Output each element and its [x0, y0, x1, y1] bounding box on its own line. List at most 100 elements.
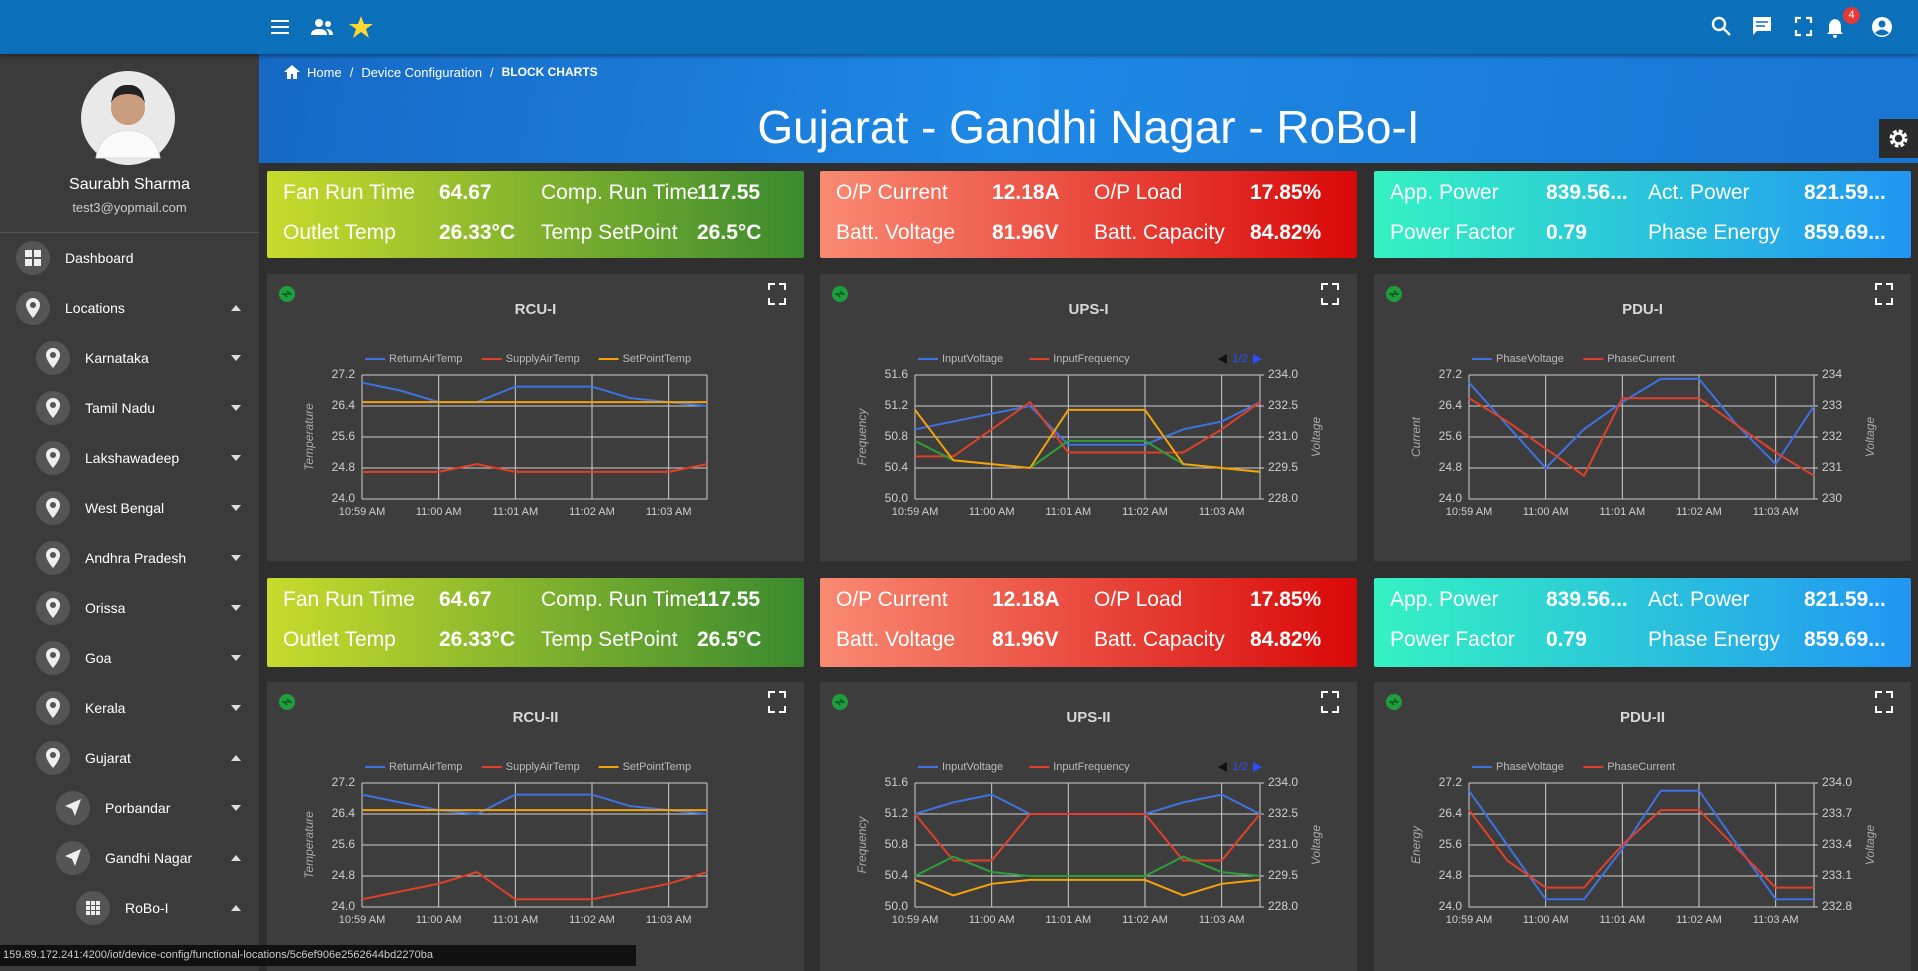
legend-next[interactable]	[1253, 354, 1262, 364]
legend-label: PhaseVoltage	[1496, 353, 1564, 365]
expand-icon[interactable]	[1876, 692, 1892, 712]
y2-tick-label: 232.5	[1268, 398, 1298, 412]
menu-label[interactable]: Dashboard	[65, 233, 134, 283]
menu-item[interactable]: West Bengal	[0, 483, 259, 533]
expand-icon[interactable]	[1876, 284, 1892, 304]
top-left-icons[interactable]	[268, 15, 378, 39]
menu-item[interactable]: Goa	[0, 633, 259, 683]
icon-glyph	[46, 448, 60, 468]
menu-item[interactable]: Andhra Pradesh	[0, 533, 259, 583]
expand-arrow[interactable]	[230, 354, 242, 362]
menu-label[interactable]: Andhra Pradesh	[85, 533, 186, 583]
menu-label[interactable]: Kerala	[85, 683, 125, 733]
expand-icon[interactable]	[769, 284, 785, 304]
refresh-icon[interactable]	[279, 286, 295, 302]
refresh-icon[interactable]	[832, 694, 848, 710]
legend-next[interactable]	[1253, 762, 1262, 772]
legend-item[interactable]: PhaseCurrent	[1583, 761, 1675, 773]
legend-item[interactable]: SupplyAirTemp	[482, 353, 580, 365]
menu-label[interactable]: West Bengal	[85, 483, 164, 533]
legend-item[interactable]: InputVoltage	[918, 353, 1003, 365]
favorite-star[interactable]	[349, 16, 373, 38]
refresh-icon[interactable]	[279, 694, 295, 710]
legend-item[interactable]: PhaseCurrent	[1583, 353, 1675, 365]
menu-label[interactable]: Orissa	[85, 583, 125, 633]
legend-item[interactable]: InputVoltage	[918, 761, 1003, 773]
legend-item[interactable]: InputFrequency	[1029, 353, 1130, 365]
expand-arrow[interactable]	[230, 704, 242, 712]
legend-item[interactable]: SupplyAirTemp	[482, 761, 580, 773]
settings-icon[interactable]	[1879, 119, 1918, 158]
fullscreen-icon[interactable]	[1796, 18, 1811, 35]
legend-prev[interactable]	[1218, 354, 1227, 364]
icon-glyph	[46, 748, 60, 768]
legend-item[interactable]: ReturnAirTemp	[365, 353, 462, 365]
expand-arrow[interactable]	[230, 604, 242, 612]
search-icon[interactable]	[1713, 18, 1730, 35]
chat-icon[interactable]	[1753, 17, 1771, 35]
chart-card: PDU-I24.024.825.626.427.2230231232233234…	[1374, 274, 1911, 561]
notification-badge[interactable]: 4	[1843, 7, 1860, 24]
legend-item[interactable]: SetPointTemp	[599, 353, 691, 365]
expand-icon[interactable]	[1322, 692, 1338, 712]
icon-glyph	[46, 548, 60, 568]
menu-item[interactable]: Kerala	[0, 683, 259, 733]
expand-arrow[interactable]	[230, 404, 242, 412]
menu-item[interactable]: RoBo-I	[0, 883, 259, 933]
expand-arrow[interactable]	[230, 904, 242, 912]
menu-item[interactable]: Tamil Nadu	[0, 383, 259, 433]
expand-arrow[interactable]	[230, 304, 242, 312]
y2-tick-label: 231.0	[1268, 429, 1298, 443]
menu-label[interactable]: RoBo-I	[125, 883, 169, 933]
menu-label[interactable]: Gujarat	[85, 733, 131, 783]
menu-label[interactable]: Karnataka	[85, 333, 149, 383]
menu-item[interactable]: Gandhi Nagar	[0, 833, 259, 883]
menu-icon[interactable]	[271, 20, 289, 34]
expand-arrow[interactable]	[230, 504, 242, 512]
legend-item[interactable]: PhaseVoltage	[1472, 761, 1564, 773]
menu-label[interactable]: Goa	[85, 633, 111, 683]
legend-label: SetPointTemp	[623, 353, 691, 365]
expand-arrow[interactable]	[230, 854, 242, 862]
menu-item[interactable]: Gujarat	[0, 733, 259, 783]
legend-prev[interactable]	[1218, 762, 1227, 772]
menu-label[interactable]: Lakshawadeep	[85, 433, 179, 483]
menu-label[interactable]: Tamil Nadu	[85, 383, 155, 433]
chart-card: UPS-I50.050.450.851.251.6228.0229.5231.0…	[820, 274, 1357, 561]
legend-item[interactable]: ReturnAirTemp	[365, 761, 462, 773]
expand-arrow[interactable]	[230, 654, 242, 662]
expand-arrow[interactable]	[230, 454, 242, 462]
menu-item[interactable]: Lakshawadeep	[0, 433, 259, 483]
settings-button[interactable]	[1879, 119, 1918, 158]
menu-item[interactable]: Porbandar	[0, 783, 259, 833]
users-icon[interactable]	[311, 19, 333, 35]
refresh-icon[interactable]	[1386, 286, 1402, 302]
legend-item[interactable]: PhaseVoltage	[1472, 353, 1564, 365]
menu-item[interactable]: Locations	[0, 283, 259, 333]
menu-item[interactable]: Orissa	[0, 583, 259, 633]
legend-item[interactable]: SetPointTemp	[599, 761, 691, 773]
breadcrumb-item[interactable]: Home	[307, 65, 342, 80]
expand-arrow[interactable]	[230, 754, 242, 762]
legend-item[interactable]: InputFrequency	[1029, 761, 1130, 773]
refresh-icon[interactable]	[1386, 694, 1402, 710]
refresh-icon[interactable]	[832, 286, 848, 302]
menu-label[interactable]: Porbandar	[105, 783, 170, 833]
y2-axis-label: Voltage	[1863, 417, 1877, 458]
expand-icon[interactable]	[769, 692, 785, 712]
menu-label[interactable]: Locations	[65, 283, 125, 333]
menu-item[interactable]: Karnataka	[0, 333, 259, 383]
notification-icon[interactable]	[1827, 19, 1843, 38]
info-value: 12.18A	[992, 587, 1060, 613]
expand-icon[interactable]	[1322, 284, 1338, 304]
expand-arrow[interactable]	[230, 554, 242, 562]
breadcrumb-item[interactable]: Device Configuration	[361, 65, 482, 80]
avatar[interactable]	[80, 70, 176, 166]
account-icon[interactable]	[1872, 17, 1892, 37]
home-icon[interactable]	[283, 64, 301, 80]
x-tick-label: 11:00 AM	[969, 914, 1015, 926]
top-right-icons[interactable]	[1710, 14, 1900, 40]
expand-arrow[interactable]	[230, 804, 242, 812]
menu-item[interactable]: Dashboard	[0, 233, 259, 283]
menu-label[interactable]: Gandhi Nagar	[105, 833, 192, 883]
